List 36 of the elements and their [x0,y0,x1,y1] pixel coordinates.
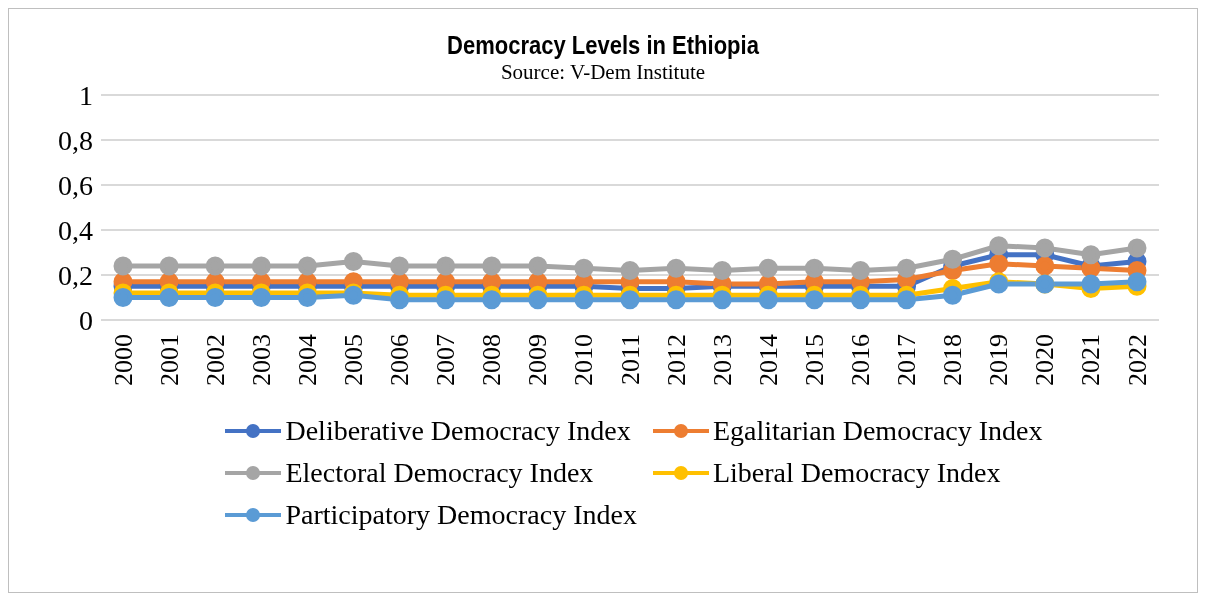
legend-label: Participatory Democracy Index [285,499,637,531]
x-tick-label: 2012 [661,334,691,386]
x-tick-label: 2020 [1030,334,1060,386]
x-tick-label: 2009 [523,334,553,386]
x-tick-label: 2006 [385,334,415,386]
x-tick-label: 2001 [154,334,184,386]
x-tick-label: 2010 [569,334,599,386]
x-tick-label: 2008 [477,334,507,386]
chart-subtitle: Source: V-Dem Institute [500,60,706,84]
legend-label: Electoral Democracy Index [285,457,594,489]
x-tick-label: 2017 [892,334,922,386]
x-tick-label: 2021 [1076,334,1106,386]
x-tick-label: 2011 [615,334,645,386]
legend-label: Egalitarian Democracy Index [712,415,1043,447]
y-tick-label: 1 [79,79,93,111]
x-tick-label: 2007 [431,334,461,386]
x-tick-label: 2004 [292,334,322,386]
x-tick-label: 2015 [799,334,829,386]
x-tick-label: 2014 [753,334,783,386]
x-tick-label: 2005 [338,334,368,386]
x-tick-label: 2013 [707,334,737,386]
x-tick-label: 2022 [1122,334,1152,386]
chart-title: Democracy Levels in Ethiopia [446,31,760,60]
x-tick-label: 2016 [845,334,875,386]
y-tick-label: 0,6 [58,169,93,201]
y-tick-label: 0 [79,304,93,336]
y-tick-label: 0,2 [58,259,93,291]
x-tick-label: 2019 [984,334,1014,386]
legend-label: Deliberative Democracy Index [285,415,631,447]
y-tick-label: 0,8 [58,124,93,156]
x-tick-label: 2002 [200,334,230,386]
x-tick-label: 2000 [108,334,138,386]
y-tick-label: 0,4 [58,214,93,246]
x-tick-label: 2003 [246,334,276,386]
legend-label: Liberal Democracy Index [712,457,1001,489]
x-tick-label: 2018 [938,334,968,386]
